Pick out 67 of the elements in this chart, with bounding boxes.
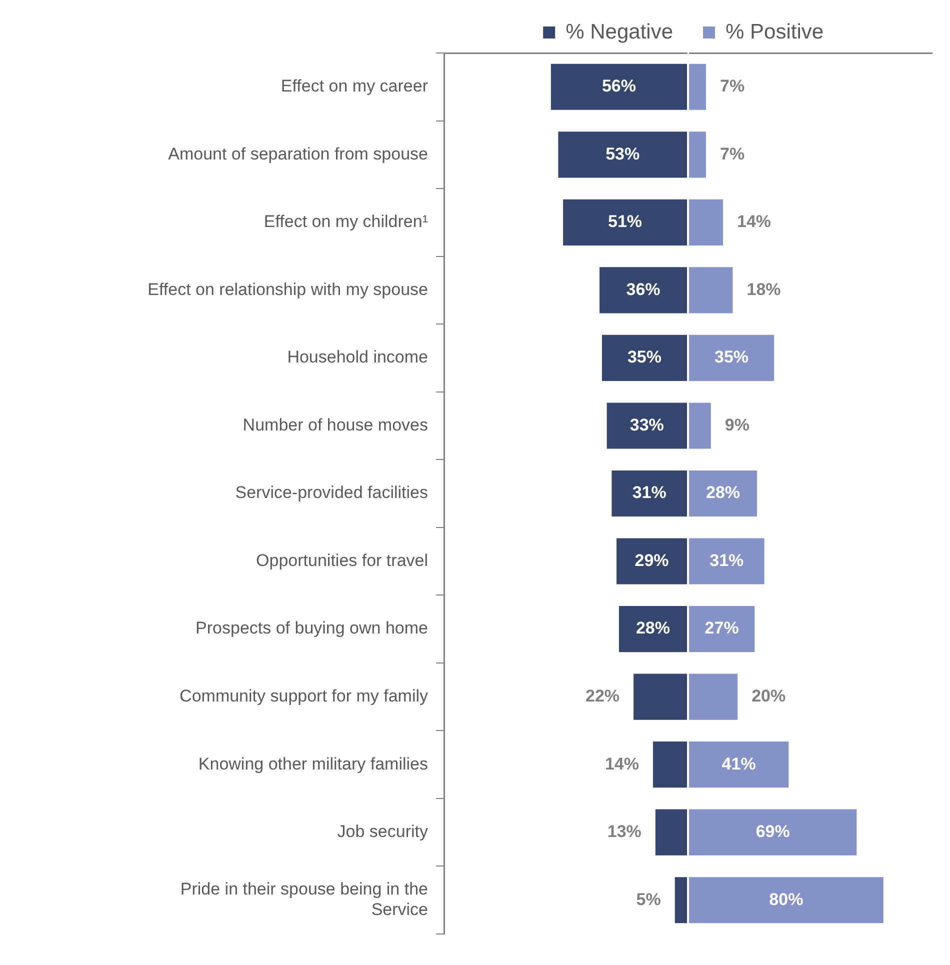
data-label: 41% (722, 754, 756, 774)
bar (689, 199, 724, 246)
y-tick-label: Pride in their spouse being in the Service (180, 880, 428, 920)
bar (602, 334, 687, 382)
bar (634, 674, 687, 720)
legend-label: % Positive (726, 20, 824, 44)
data-label: 27% (704, 618, 739, 638)
y-tick-label: Number of house moves (242, 415, 428, 434)
y-tick-label: Job security (337, 822, 428, 842)
data-label: 9% (724, 415, 750, 434)
y-tick-label: Effect on my career (280, 76, 428, 96)
y-tick-label: Community support for my family (180, 686, 428, 706)
bar (558, 132, 687, 178)
data-label: 31% (632, 483, 666, 502)
bar (689, 742, 789, 788)
bar (689, 334, 774, 382)
bar (689, 132, 706, 178)
data-label: 5% (636, 890, 661, 909)
data-label: 7% (720, 76, 745, 96)
y-tick-label: Knowing other military families (198, 754, 428, 774)
bar (563, 199, 687, 246)
bar (689, 877, 884, 924)
y-tick-label: Effect on my children¹ (264, 212, 428, 232)
bar (674, 877, 687, 924)
bar (689, 402, 711, 449)
bar (618, 606, 687, 652)
bar (689, 538, 764, 584)
y-tick-label: Amount of separation from spouse (168, 144, 428, 164)
data-label: 13% (607, 822, 642, 842)
data-label: 51% (608, 212, 642, 232)
data-label: 53% (606, 144, 640, 164)
bar (606, 402, 687, 449)
y-tick-label: Effect on relationship with my spouse (148, 280, 428, 299)
bar (600, 267, 687, 314)
y-tick-label: Opportunities for travel (256, 550, 428, 570)
data-label: 20% (752, 686, 786, 706)
bar (550, 64, 687, 110)
data-label: 56% (602, 76, 636, 96)
data-label: 35% (627, 348, 662, 367)
bar (612, 470, 687, 517)
y-tick-label: Prospects of buying own home (196, 618, 428, 638)
bar (689, 470, 758, 517)
bar (616, 538, 687, 584)
bar (655, 809, 687, 856)
data-label: 14% (737, 212, 772, 232)
data-label: 28% (706, 483, 740, 502)
bar (689, 809, 857, 856)
data-label: 22% (586, 686, 620, 706)
data-label: 33% (630, 415, 664, 434)
data-label: 69% (756, 822, 790, 842)
bar (689, 674, 738, 720)
data-label: 18% (746, 280, 781, 299)
bar (689, 267, 733, 314)
bar (689, 64, 706, 110)
data-label: 14% (604, 754, 639, 774)
data-label: 28% (636, 618, 670, 638)
data-label: 36% (626, 280, 660, 299)
data-label: 31% (710, 550, 744, 570)
data-label: 7% (720, 144, 745, 164)
y-tick-label: Household income (287, 348, 428, 367)
legend-label: % Negative (566, 20, 673, 44)
data-label: 80% (769, 890, 804, 909)
data-label: 35% (714, 348, 749, 367)
y-tick-label: Service-provided facilities (235, 483, 428, 502)
bar (652, 742, 687, 788)
data-label: 29% (634, 550, 669, 570)
bar (689, 606, 755, 652)
